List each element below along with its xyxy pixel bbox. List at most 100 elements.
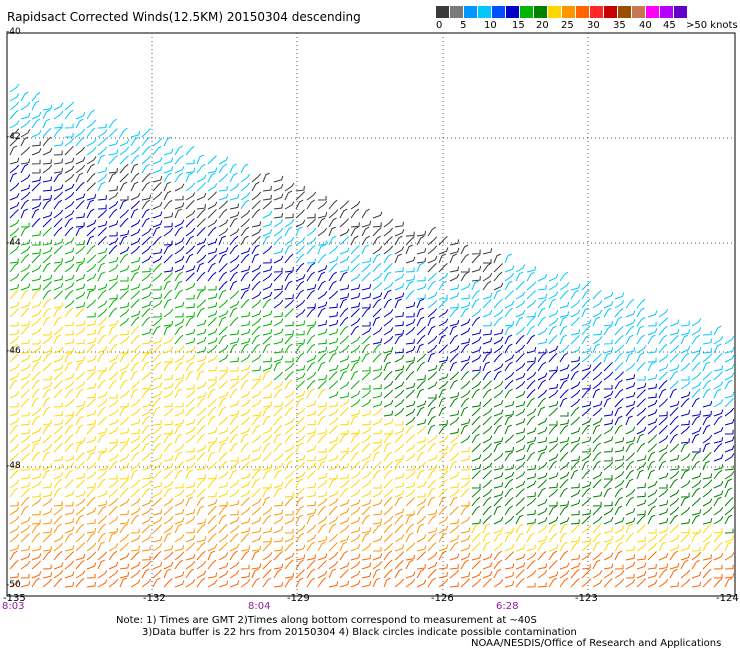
wind-barb (86, 581, 96, 588)
wind-barb (614, 462, 625, 471)
wind-barb (592, 336, 603, 345)
wind-barb (108, 208, 118, 219)
wind-barb (493, 442, 502, 453)
color-scale-bar (436, 6, 688, 18)
wind-barb (471, 381, 482, 390)
wind-barb (218, 542, 228, 552)
wind-barb (75, 128, 86, 138)
wind-barb (163, 568, 172, 579)
wind-barb (438, 465, 448, 471)
wind-barb (306, 244, 316, 255)
wind-barb (284, 452, 294, 462)
wind-barb (570, 398, 581, 408)
wind-barb (625, 523, 633, 534)
wind-barb (262, 560, 272, 570)
wind-barb (108, 185, 118, 192)
wind-barb (284, 528, 294, 534)
wind-barb (581, 364, 592, 372)
wind-barb (218, 326, 228, 336)
wind-barb (9, 227, 20, 237)
wind-barb (614, 517, 625, 525)
wind-barb (328, 346, 339, 354)
wind-barb (515, 362, 526, 372)
wind-barb (713, 336, 724, 345)
wind-barb (680, 453, 691, 462)
wind-barb (273, 318, 284, 327)
wind-barb (526, 397, 535, 408)
wind-barb (262, 496, 270, 507)
wind-barb (108, 118, 118, 129)
wind-barb (570, 329, 581, 336)
wind-barb (108, 474, 118, 480)
wind-barb (482, 462, 493, 471)
wind-barb (97, 308, 108, 318)
wind-barb (669, 550, 678, 561)
wind-barb (229, 183, 240, 192)
wind-barb (295, 397, 304, 408)
wind-barb (141, 474, 151, 480)
map-title: Rapidsact Corrected Winds(12.5KM) 201503… (7, 10, 361, 24)
wind-barb (559, 471, 570, 480)
wind-barb (570, 436, 581, 444)
wind-barb (130, 514, 139, 525)
wind-barb (20, 272, 30, 282)
wind-barb (372, 489, 383, 498)
wind-barb (559, 271, 569, 282)
wind-barb (185, 354, 196, 363)
wind-barb (86, 235, 94, 246)
wind-barb (284, 201, 295, 210)
legend-swatch (478, 6, 492, 18)
wind-barb (196, 244, 206, 255)
wind-barb (295, 478, 303, 489)
time-label-1: 8:03 (2, 601, 25, 612)
wind-barb (713, 496, 722, 507)
wind-barb (537, 462, 548, 471)
wind-barb (229, 211, 240, 219)
wind-barb (460, 380, 471, 390)
wind-barb (141, 424, 150, 435)
wind-barb (383, 289, 392, 300)
wind-barb (438, 544, 449, 552)
wind-barb (218, 380, 228, 390)
wind-barb (53, 455, 63, 462)
wind-barb (53, 411, 63, 417)
wind-barb (20, 516, 31, 525)
wind-barb (141, 487, 151, 498)
wind-barb (504, 388, 513, 399)
wind-barb (581, 384, 591, 390)
wind-barb (383, 488, 394, 498)
wind-barb (460, 294, 470, 300)
wind-barb (394, 246, 405, 255)
wind-barb (603, 362, 613, 372)
wind-barb (86, 156, 97, 165)
wind-barb (185, 159, 195, 165)
wind-barb (614, 578, 625, 588)
wind-barb (416, 523, 424, 534)
wind-barb (548, 282, 559, 291)
wind-barb (108, 543, 119, 552)
wind-barb (350, 308, 360, 318)
wind-barb (97, 478, 106, 489)
wind-barb (295, 390, 306, 399)
wind-barb (163, 407, 174, 417)
wind-barb (438, 479, 448, 489)
wind-barb (31, 91, 41, 102)
wind-barb (141, 433, 151, 444)
wind-barb (251, 424, 261, 435)
wind-barb (559, 541, 568, 552)
wind-barb (438, 525, 449, 534)
wind-barb (636, 455, 647, 462)
wind-barb (449, 353, 459, 363)
wind-barb (207, 344, 218, 354)
wind-barb (284, 559, 294, 570)
wind-barb (130, 398, 141, 408)
wind-barb (504, 497, 514, 507)
wind-barb (130, 380, 141, 390)
wind-barb (20, 158, 31, 165)
wind-barb (548, 577, 557, 588)
wind-barb (207, 461, 218, 471)
wind-barb (526, 492, 536, 498)
wind-barb (713, 409, 724, 417)
wind-barb (207, 499, 218, 507)
wind-barb (152, 312, 162, 318)
